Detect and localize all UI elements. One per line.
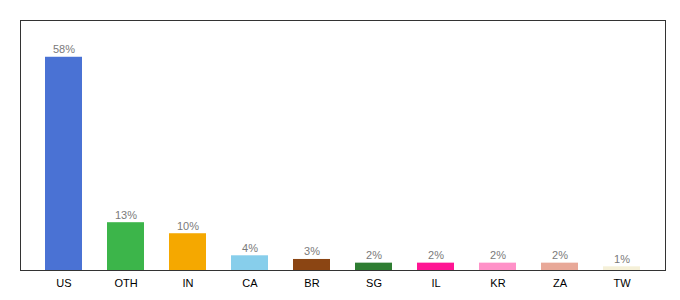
svg-text:US: US	[56, 277, 71, 289]
svg-text:IL: IL	[431, 277, 440, 289]
svg-text:IN: IN	[183, 277, 194, 289]
svg-text:ZA: ZA	[553, 277, 568, 289]
svg-text:10%: 10%	[177, 220, 199, 232]
svg-text:BR: BR	[304, 277, 319, 289]
svg-text:TW: TW	[613, 277, 631, 289]
svg-text:3%: 3%	[304, 245, 320, 257]
svg-text:2%: 2%	[428, 249, 444, 261]
svg-text:CA: CA	[242, 277, 258, 289]
svg-text:4%: 4%	[242, 242, 258, 254]
svg-text:SG: SG	[366, 277, 382, 289]
svg-text:2%: 2%	[366, 249, 382, 261]
svg-text:13%: 13%	[115, 209, 137, 221]
svg-text:1%: 1%	[614, 253, 630, 265]
svg-text:58%: 58%	[53, 43, 75, 55]
svg-text:OTH: OTH	[114, 277, 137, 289]
svg-text:2%: 2%	[490, 249, 506, 261]
svg-text:KR: KR	[490, 277, 505, 289]
svg-text:2%: 2%	[552, 249, 568, 261]
